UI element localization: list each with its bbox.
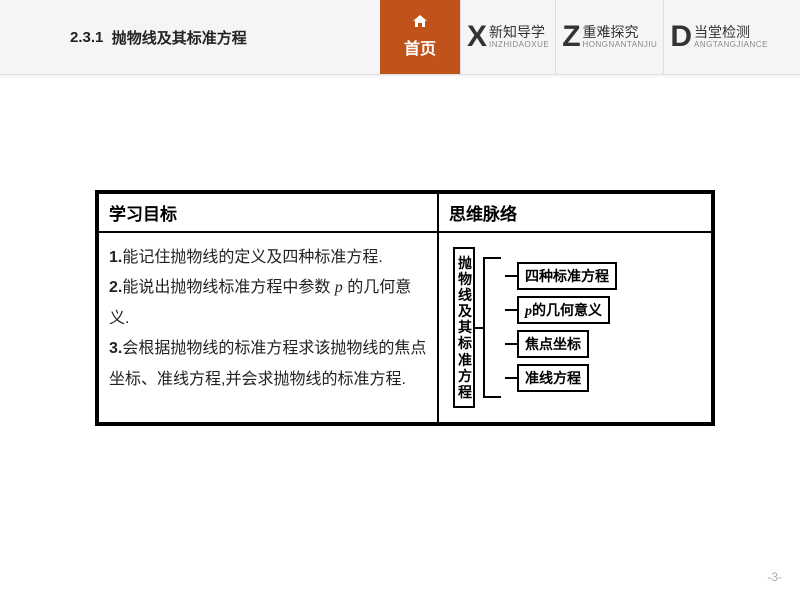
tab-home[interactable]: 首页 (380, 0, 460, 74)
tab-x-cn: 新知导学 (489, 24, 549, 40)
mindmap-item-1: 四种标准方程 (517, 262, 617, 290)
tab-x-letter: X (467, 22, 487, 52)
section-number: 2.3.1 (70, 29, 103, 46)
section-title: 抛物线及其标准方程 (112, 27, 247, 48)
tab-z-cn: 重难探究 (583, 24, 658, 40)
table-header-row: 学习目标 思维脉络 (99, 194, 711, 233)
home-icon (413, 15, 427, 29)
tab-z-en: HONGNANTANJIU (583, 40, 658, 49)
tab-d-letter: D (670, 22, 692, 52)
mindmap-item-4: 准线方程 (517, 364, 589, 392)
mindmap-item-2: p的几何意义 (517, 296, 610, 324)
tab-xinzhi[interactable]: X 新知导学 INZHIDAOXUE (460, 0, 555, 74)
header-title: 2.3.1 抛物线及其标准方程 (0, 0, 380, 74)
tab-d-en: ANGTANGJIANCE (694, 40, 768, 49)
objective-1: 1.能记住抛物线的定义及四种标准方程. (109, 243, 427, 273)
mindmap-bracket (475, 247, 505, 408)
tab-dangtang[interactable]: D 当堂检测 ANGTANGJIANCE (663, 0, 774, 74)
mindmap-root: 抛物线及其标准方程 (453, 247, 475, 408)
header-bar: 2.3.1 抛物线及其标准方程 首页 X 新知导学 INZHIDAOXUE Z … (0, 0, 800, 75)
tab-z-letter: Z (562, 22, 580, 52)
content-table: 学习目标 思维脉络 1.能记住抛物线的定义及四种标准方程. 2.能说出抛物线标准… (95, 190, 715, 426)
mindmap: 抛物线及其标准方程 四种标准方程 p的几何意义 焦点坐标 准线方程 (449, 239, 701, 416)
mindmap-items: 四种标准方程 p的几何意义 焦点坐标 准线方程 (505, 262, 697, 392)
page-number: -3- (767, 570, 782, 584)
header-objectives: 学习目标 (99, 194, 439, 233)
table-body-row: 1.能记住抛物线的定义及四种标准方程. 2.能说出抛物线标准方程中参数 p 的几… (99, 233, 711, 422)
tab-x-en: INZHIDAOXUE (489, 40, 549, 49)
mindmap-cell: 抛物线及其标准方程 四种标准方程 p的几何意义 焦点坐标 准线方程 (439, 233, 711, 422)
tab-d-cn: 当堂检测 (694, 24, 768, 40)
tab-home-label: 首页 (404, 35, 436, 59)
tab-zhongnan[interactable]: Z 重难探究 HONGNANTANJIU (555, 0, 663, 74)
objective-2: 2.能说出抛物线标准方程中参数 p 的几何意义. (109, 273, 427, 334)
objectives-cell: 1.能记住抛物线的定义及四种标准方程. 2.能说出抛物线标准方程中参数 p 的几… (99, 233, 439, 422)
header-mindmap: 思维脉络 (439, 194, 711, 233)
mindmap-item-3: 焦点坐标 (517, 330, 589, 358)
objective-3: 3.会根据抛物线的标准方程求该抛物线的焦点坐标、准线方程,并会求抛物线的标准方程… (109, 334, 427, 395)
